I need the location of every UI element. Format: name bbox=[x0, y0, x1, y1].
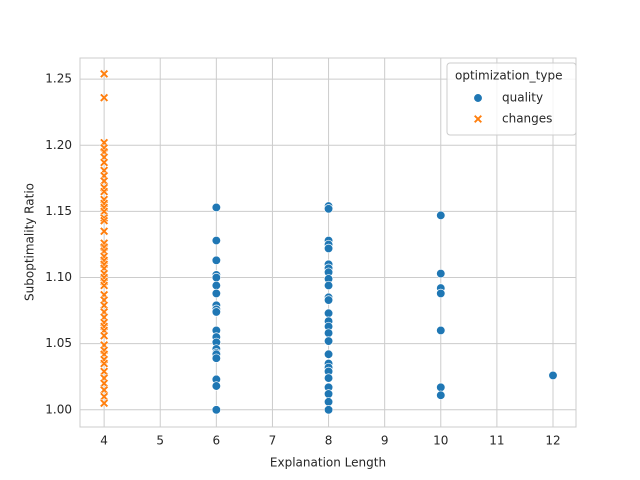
scatter-point bbox=[323, 204, 334, 214]
scatter-point bbox=[99, 358, 109, 369]
plot-area bbox=[99, 69, 558, 415]
scatter-point bbox=[436, 390, 446, 400]
y-tick-label: 1.00 bbox=[45, 402, 72, 416]
y-tick-label: 1.05 bbox=[45, 336, 72, 350]
scatter-point bbox=[323, 308, 334, 318]
scatter-point bbox=[436, 288, 446, 299]
scatter-point bbox=[211, 353, 221, 363]
x-tick-label: 5 bbox=[156, 434, 164, 448]
scatter-point bbox=[323, 243, 334, 254]
scatter-point bbox=[99, 216, 109, 226]
y-tick-label: 1.20 bbox=[45, 138, 72, 152]
scatter-point bbox=[323, 405, 334, 415]
scatter-point bbox=[436, 382, 446, 392]
scatter-point bbox=[548, 370, 558, 381]
legend-marker bbox=[473, 93, 483, 103]
legend-label: quality bbox=[502, 91, 543, 105]
scatter-point bbox=[99, 300, 109, 310]
scatter-point bbox=[323, 373, 334, 383]
x-axis-label: Explanation Length bbox=[270, 456, 386, 470]
scatter-point bbox=[99, 366, 109, 377]
scatter-point bbox=[323, 328, 334, 338]
x-tick-label: 12 bbox=[545, 434, 560, 448]
x-tick-label: 7 bbox=[269, 434, 277, 448]
x-tick-label: 10 bbox=[433, 434, 448, 448]
scatter-point bbox=[99, 398, 109, 408]
scatter-point bbox=[211, 405, 221, 415]
scatter-point bbox=[99, 157, 109, 168]
legend-marker bbox=[473, 114, 483, 124]
scatter-point bbox=[323, 336, 334, 346]
scatter-point bbox=[323, 397, 334, 407]
y-tick-label: 1.15 bbox=[45, 204, 72, 218]
scatter-point bbox=[99, 331, 109, 341]
x-tick-label: 4 bbox=[100, 434, 108, 448]
x-tick-label: 11 bbox=[489, 434, 504, 448]
scatter-point bbox=[99, 226, 109, 236]
legend-label: changes bbox=[502, 112, 552, 126]
scatter-point bbox=[99, 176, 109, 186]
scatter-point bbox=[436, 268, 446, 279]
scatter-point bbox=[211, 235, 221, 246]
axes-frame bbox=[79, 57, 577, 428]
scatter-point bbox=[99, 392, 109, 402]
y-tick-label: 1.10 bbox=[45, 270, 72, 284]
x-tick-label: 9 bbox=[381, 434, 389, 448]
y-tick-label: 1.25 bbox=[45, 72, 72, 86]
scatter-point bbox=[99, 385, 109, 395]
scatter-point bbox=[211, 307, 221, 317]
scatter-point bbox=[211, 288, 221, 299]
scatter-point bbox=[323, 295, 334, 305]
scatter-point bbox=[436, 325, 446, 336]
scatter-point bbox=[211, 280, 221, 291]
scatter-point bbox=[436, 210, 446, 221]
x-tick-label: 8 bbox=[325, 434, 333, 448]
scatter-point bbox=[99, 187, 109, 197]
scatter-point bbox=[323, 280, 334, 291]
scatter-point bbox=[211, 202, 221, 213]
scatter-point bbox=[99, 206, 109, 216]
scatter-point bbox=[323, 389, 334, 399]
y-axis-label: Suboptimality Ratio bbox=[23, 183, 37, 301]
scatter-point bbox=[99, 93, 109, 103]
x-tick-label: 6 bbox=[213, 434, 221, 448]
scatter-point bbox=[99, 280, 109, 291]
scatter-point bbox=[211, 272, 221, 283]
scatter-point bbox=[99, 69, 109, 79]
scatter-point bbox=[323, 349, 334, 359]
legend-title: optimization_type bbox=[455, 69, 562, 83]
scatter-point bbox=[99, 378, 109, 388]
scatter-point bbox=[211, 255, 221, 266]
scatter-point bbox=[211, 381, 221, 391]
